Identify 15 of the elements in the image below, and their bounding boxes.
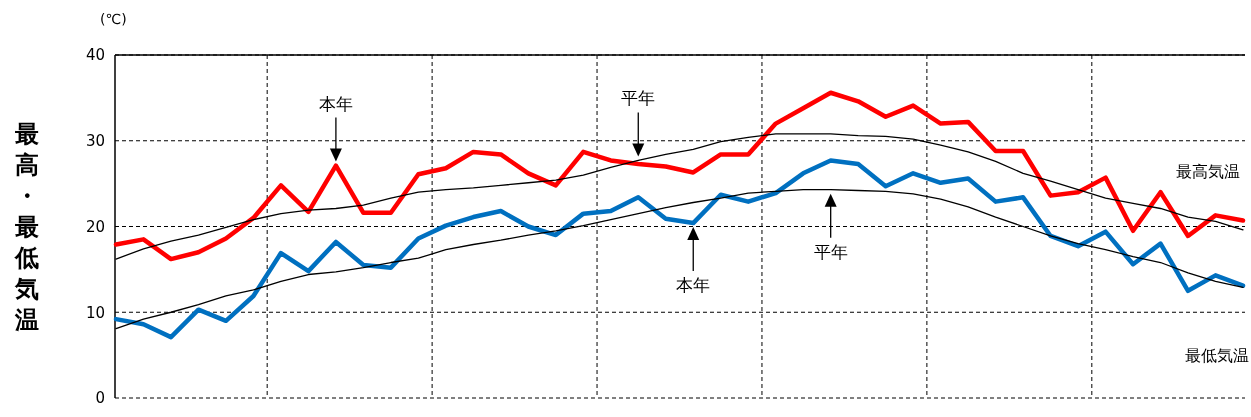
line-series xyxy=(113,90,1246,262)
y-tick-label: 0 xyxy=(95,389,105,408)
annotation: 本年 xyxy=(318,93,353,114)
y-tick-label: 10 xyxy=(85,303,105,322)
line-series xyxy=(113,158,1246,340)
annotation: 本年 xyxy=(676,275,711,296)
y-tick-label: 20 xyxy=(85,217,105,236)
y-tick-label: 30 xyxy=(85,132,105,150)
annotation: 最高気温 xyxy=(1176,162,1240,181)
text: (℃) xyxy=(100,11,127,27)
annotation: 平年 xyxy=(621,88,656,109)
y-axis-title: 最高・最低気温 xyxy=(14,119,39,334)
annotation: 最低気温 xyxy=(1185,346,1249,365)
y-tick-label: 40 xyxy=(85,46,105,65)
annotation: 平年 xyxy=(813,241,848,262)
